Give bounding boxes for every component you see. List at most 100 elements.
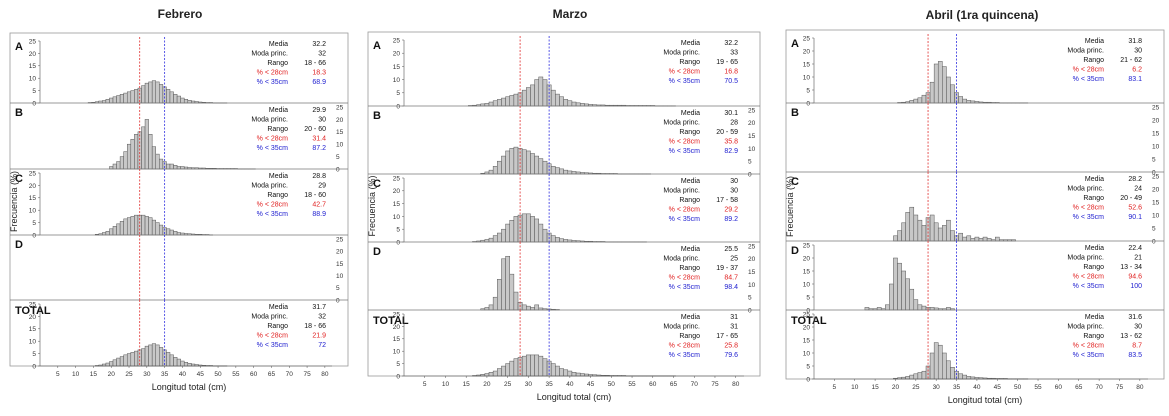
histogram-bar <box>120 94 124 103</box>
histogram-bar <box>893 236 897 241</box>
x-tick-label: 70 <box>286 371 294 378</box>
stat-label: % < 28cm <box>1073 343 1104 350</box>
stat-value: 72 <box>318 342 326 349</box>
y-tick-label-right: 20 <box>748 256 756 263</box>
stat-label: Media <box>269 107 288 114</box>
y-tick-label: 0 <box>396 239 400 246</box>
chart-frame <box>368 32 760 376</box>
histogram-bar <box>551 364 555 376</box>
y-tick-label-right: 25 <box>748 243 756 250</box>
histogram-bar <box>170 164 174 169</box>
stat-value: 35.8 <box>724 139 738 146</box>
histogram-bar <box>551 236 555 242</box>
histogram-bar <box>559 97 563 106</box>
x-tick-label: 55 <box>232 371 240 378</box>
histogram-bar <box>906 279 910 310</box>
histogram-bar <box>543 359 547 376</box>
y-tick-label: 20 <box>803 255 811 262</box>
y-tick-label: 5 <box>806 87 810 94</box>
histogram-bar <box>117 224 121 235</box>
y-tick-label: 5 <box>806 363 810 370</box>
histogram-bar <box>134 89 138 103</box>
histogram-bar <box>555 168 559 174</box>
stat-label: % < 35cm <box>669 352 700 359</box>
histogram-bar <box>547 164 551 174</box>
y-tick-label: 0 <box>396 373 400 380</box>
stat-label: Moda princ. <box>251 183 288 190</box>
stat-label: Rango <box>267 60 288 67</box>
histogram-bar <box>572 102 576 106</box>
histogram-bar <box>497 279 501 310</box>
histogram-bar <box>489 170 493 174</box>
y-tick-label: 5 <box>806 294 810 301</box>
y-tick-label: 15 <box>803 61 811 68</box>
histogram-bar <box>124 93 128 103</box>
y-tick-label: 15 <box>29 195 37 202</box>
histogram-bar <box>141 215 145 235</box>
histogram-bar <box>188 100 192 103</box>
histogram-bar <box>506 224 510 242</box>
histogram-bar <box>188 363 192 366</box>
x-tick-label: 45 <box>197 371 205 378</box>
stat-label: % < 35cm <box>257 79 288 86</box>
stat-value: 31.7 <box>312 304 326 311</box>
x-tick-label: 70 <box>691 381 699 388</box>
histogram-bar <box>522 356 526 376</box>
stat-label: % < 35cm <box>669 284 700 291</box>
histogram-bar <box>166 352 170 366</box>
x-tick-label: 50 <box>1014 384 1022 391</box>
y-tick-label: 10 <box>29 76 37 83</box>
histogram-bar <box>564 99 568 106</box>
stat-value: 21 - 62 <box>1120 57 1142 64</box>
y-tick-label: 20 <box>803 48 811 55</box>
stat-label: Moda princ. <box>663 256 700 263</box>
y-tick-label: 5 <box>396 361 400 368</box>
stat-label: % < 28cm <box>257 70 288 77</box>
stat-label: Rango <box>679 59 700 66</box>
histogram-bar <box>141 349 145 366</box>
stat-label: Moda princ. <box>663 120 700 127</box>
histogram-bar <box>127 218 131 235</box>
stat-label: Media <box>681 40 700 47</box>
histogram-bar <box>942 353 946 379</box>
y-tick-label-right: 10 <box>336 273 344 280</box>
stat-value: 31 <box>730 324 738 331</box>
stat-value: 31.4 <box>312 136 326 143</box>
histogram-bar <box>530 154 534 174</box>
histogram-bar <box>559 369 563 376</box>
panel-label: D <box>373 246 381 258</box>
y-tick-label-right: 10 <box>1152 143 1160 150</box>
y-tick-label: 25 <box>393 311 401 318</box>
histogram-bar <box>149 82 153 103</box>
histogram-bar <box>156 223 160 235</box>
stat-value: 30 <box>730 178 738 185</box>
stat-value: 84.7 <box>724 275 738 282</box>
x-tick-label: 15 <box>871 384 879 391</box>
histogram-bar <box>893 258 897 310</box>
histogram-bar <box>555 237 559 242</box>
y-tick-label-right: 25 <box>336 236 344 243</box>
stat-value: 18 - 60 <box>304 192 326 199</box>
histogram-bar <box>559 239 563 242</box>
y-tick-label-right: 5 <box>1152 156 1156 163</box>
histogram-bar <box>501 229 505 242</box>
histogram-bar <box>120 157 124 169</box>
histogram-bar <box>106 231 110 235</box>
y-tick-label-right: 20 <box>336 117 344 124</box>
y-tick-label: 0 <box>806 100 810 107</box>
stat-value: 24 <box>1134 186 1142 193</box>
y-tick-label: 5 <box>396 90 400 97</box>
y-tick-label: 5 <box>32 220 36 227</box>
x-tick-label: 80 <box>1136 384 1144 391</box>
histogram-bar <box>134 351 138 366</box>
stat-value: 70.5 <box>724 78 738 85</box>
histogram-bar <box>170 355 174 366</box>
histogram-bar <box>922 95 926 103</box>
